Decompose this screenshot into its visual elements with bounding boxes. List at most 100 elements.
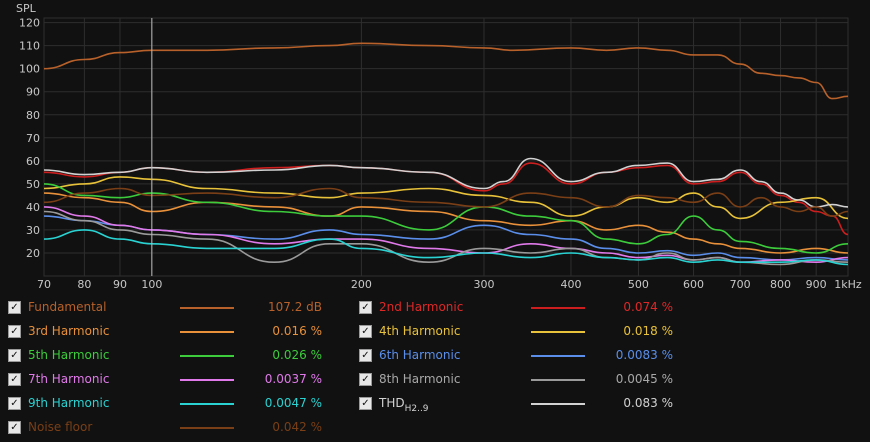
legend-checkbox-5th-harmonic[interactable]: ✓	[8, 349, 21, 362]
series-line-noise-floor	[43, 187, 849, 217]
legend-swatch	[531, 403, 585, 405]
y-tick-label: 110	[19, 40, 40, 53]
axes: 20 30 40 50 60 70 80 90 100 110 120 70 80 90 100 200 300…	[19, 17, 862, 291]
legend-row-6th-harmonic: ✓ 6th Harmonic 0.0083 %	[359, 348, 689, 366]
legend-value: 0.0045 %	[615, 372, 673, 386]
legend-value: 107.2 dB	[267, 300, 322, 314]
legend-swatch	[531, 331, 585, 333]
x-tick-label: 90	[113, 278, 127, 291]
legend-swatch	[180, 355, 234, 357]
y-tick-label: 120	[19, 17, 40, 30]
x-tick-label: 80	[77, 278, 91, 291]
x-tick-label: 300	[473, 278, 494, 291]
series-line-thd	[43, 157, 849, 208]
legend-checkbox-9th-harmonic[interactable]: ✓	[8, 397, 21, 410]
legend-label: 2nd Harmonic	[379, 300, 463, 314]
legend-checkbox-thd[interactable]: ✓	[359, 397, 372, 410]
legend-label-subscript: H2..9	[404, 404, 429, 414]
x-tick-label: 1kHz	[834, 278, 862, 291]
legend-label: 4th Harmonic	[379, 324, 460, 338]
legend-label-text: 4th Harmonic	[379, 324, 461, 338]
y-tick-label: 100	[19, 63, 40, 76]
legend-label: 6th Harmonic	[379, 348, 460, 362]
x-tick-label: 400	[560, 278, 581, 291]
y-tick-label: 80	[26, 109, 40, 122]
legend-checkbox-noise-floor[interactable]: ✓	[8, 421, 21, 434]
legend-label-text: THD	[379, 396, 405, 410]
series-lines	[43, 42, 849, 266]
legend-value: 0.083 %	[623, 396, 673, 410]
legend-row-4th-harmonic: ✓ 4th Harmonic 0.018 %	[359, 324, 689, 342]
legend-label: 7th Harmonic	[28, 372, 109, 386]
legend-label-text: 6th Harmonic	[379, 348, 461, 362]
legend-checkbox-3rd-harmonic[interactable]: ✓	[8, 325, 21, 338]
legend-value: 0.074 %	[623, 300, 673, 314]
legend-row-9th-harmonic: ✓ 9th Harmonic 0.0047 %	[8, 396, 338, 414]
series-line-fundamental	[43, 42, 849, 100]
y-tick-label: 50	[26, 178, 40, 191]
legend-label: THDH2..9	[379, 396, 429, 414]
x-tick-label: 800	[770, 278, 791, 291]
legend-label: 3rd Harmonic	[28, 324, 109, 338]
x-tick-label: 700	[730, 278, 751, 291]
legend-label-text: 3rd Harmonic	[28, 324, 110, 338]
legend-value: 0.018 %	[623, 324, 673, 338]
x-tick-label: 600	[683, 278, 704, 291]
legend-value: 0.0047 %	[264, 396, 322, 410]
legend-checkbox-fundamental[interactable]: ✓	[8, 301, 21, 314]
series-line-3rd-harmonic	[43, 192, 849, 254]
series-line-8th-harmonic	[43, 210, 849, 266]
legend-label: Fundamental	[28, 300, 107, 314]
x-tick-label: 70	[37, 278, 51, 291]
legend-row-8th-harmonic: ✓ 8th Harmonic 0.0045 %	[359, 372, 689, 390]
legend-label: 8th Harmonic	[379, 372, 460, 386]
grid	[43, 17, 849, 277]
y-tick-label: 20	[26, 247, 40, 260]
series-line-9th-harmonic	[43, 229, 849, 266]
legend-row-3rd-harmonic: ✓ 3rd Harmonic 0.016 %	[8, 324, 338, 342]
legend-swatch	[180, 307, 234, 309]
legend-row-2nd-harmonic: ✓ 2nd Harmonic 0.074 %	[359, 300, 689, 318]
y-tick-label: 60	[26, 155, 40, 168]
legend-value: 0.0037 %	[264, 372, 322, 386]
distortion-chart[interactable]: 20 30 40 50 60 70 80 90 100 110 120 70 80 90 100 200 300…	[0, 0, 870, 296]
legend-swatch	[180, 427, 234, 429]
legend-row-fundamental: ✓ Fundamental 107.2 dB	[8, 300, 338, 318]
legend-checkbox-4th-harmonic[interactable]: ✓	[359, 325, 372, 338]
legend-row-5th-harmonic: ✓ 5th Harmonic 0.026 %	[8, 348, 338, 366]
legend-label: 9th Harmonic	[28, 396, 109, 410]
y-axis-label: SPL	[16, 2, 37, 15]
x-tick-label: 900	[806, 278, 827, 291]
x-tick-label: 100	[141, 278, 162, 291]
legend-swatch	[531, 355, 585, 357]
y-tick-label: 30	[26, 224, 40, 237]
legend-swatch	[180, 403, 234, 405]
legend-checkbox-2nd-harmonic[interactable]: ✓	[359, 301, 372, 314]
legend-label-text: Fundamental	[28, 300, 107, 314]
legend-swatch	[531, 307, 585, 309]
y-tick-label: 70	[26, 132, 40, 145]
legend-swatch	[180, 379, 234, 381]
series-line-5th-harmonic	[43, 183, 849, 254]
legend-value: 0.0083 %	[615, 348, 673, 362]
legend-label-text: Noise floor	[28, 420, 93, 434]
legend-label-text: 7th Harmonic	[28, 372, 110, 386]
y-tick-label: 90	[26, 86, 40, 99]
legend-checkbox-8th-harmonic[interactable]: ✓	[359, 373, 372, 386]
legend-row-7th-harmonic: ✓ 7th Harmonic 0.0037 %	[8, 372, 338, 390]
legend-row-noise-floor: ✓ Noise floor 0.042 %	[8, 420, 338, 438]
legend-value: 0.042 %	[272, 420, 322, 434]
legend-label-text: 5th Harmonic	[28, 348, 110, 362]
legend-value: 0.016 %	[272, 324, 322, 338]
series-line-4th-harmonic	[43, 176, 849, 220]
legend-label-text: 2nd Harmonic	[379, 300, 464, 314]
legend-checkbox-7th-harmonic[interactable]: ✓	[8, 373, 21, 386]
legend-swatch	[531, 379, 585, 381]
legend-label: Noise floor	[28, 420, 92, 434]
legend-label-text: 8th Harmonic	[379, 372, 461, 386]
legend-checkbox-6th-harmonic[interactable]: ✓	[359, 349, 372, 362]
x-tick-label: 500	[628, 278, 649, 291]
legend-row-thd: ✓ THDH2..9 0.083 %	[359, 396, 689, 414]
x-tick-label: 200	[351, 278, 372, 291]
legend-swatch	[180, 331, 234, 333]
